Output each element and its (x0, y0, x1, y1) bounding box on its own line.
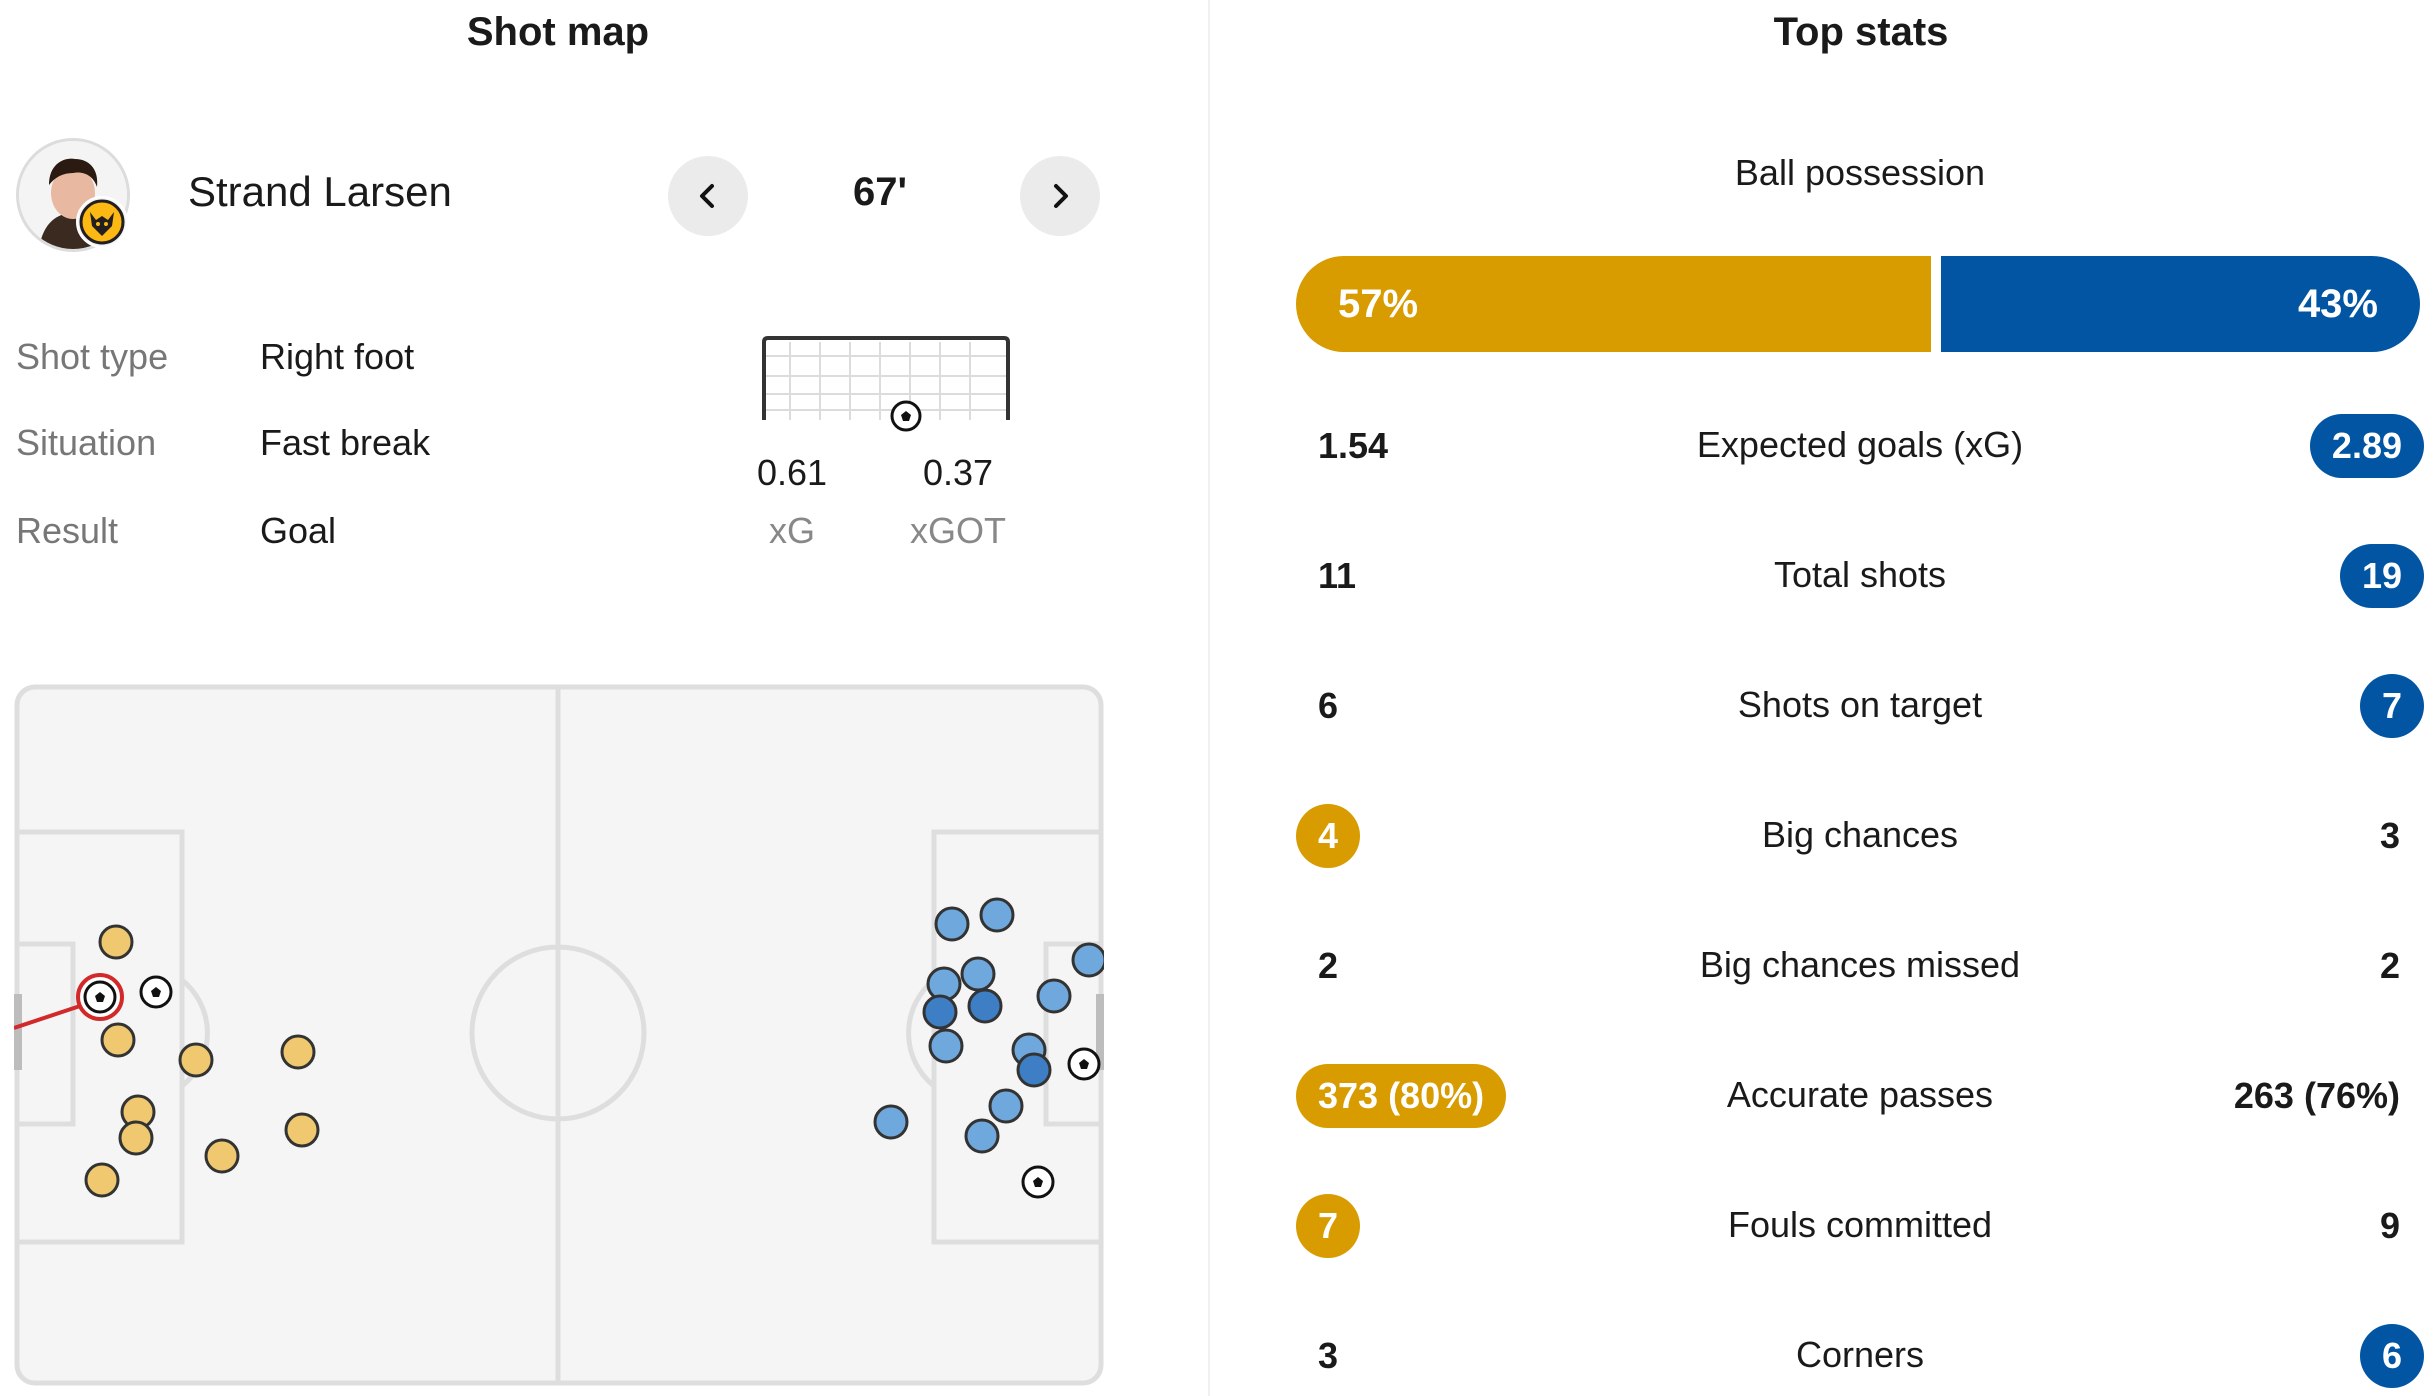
stat-label: Big chances missed (1699, 944, 2021, 985)
stat-label: Accurate passes (1726, 1074, 1994, 1115)
shot-marker (98, 924, 134, 960)
panel-divider (1208, 0, 1210, 1396)
possession-label: Ball possession (1734, 152, 1986, 193)
shot-marker (967, 988, 1003, 1024)
result-value: Goal (260, 510, 337, 551)
previous-shot-button[interactable] (668, 156, 748, 236)
shot-map-pitch[interactable] (14, 684, 1104, 1386)
stat-away-value: 9 (2379, 1205, 2400, 1246)
xg-label: xG (768, 510, 815, 551)
shot-marker (1071, 942, 1104, 978)
shot-marker (1016, 1052, 1052, 1088)
goal-ball-icon (139, 975, 173, 1009)
stat-home-value: 11 (1318, 555, 1357, 596)
xg-value: 0.61 (756, 452, 828, 493)
stat-label: Fouls committed (1727, 1204, 1993, 1245)
goal-ball-icon (1067, 1047, 1101, 1081)
xgot-label: xGOT (910, 510, 1006, 551)
shot-marker (934, 906, 970, 942)
stat-away-value: 2 (2379, 945, 2400, 986)
xgot-value: 0.37 (922, 452, 994, 493)
shot-marker (178, 1042, 214, 1078)
shot-marker (873, 1104, 909, 1140)
shot-marker (922, 994, 958, 1030)
chevron-right-icon (1054, 184, 1068, 208)
ball-icon (890, 400, 922, 432)
shot-marker (979, 897, 1015, 933)
top-stats-title: Top stats (1773, 10, 1949, 54)
stat-home-value: 373 (80%) (1296, 1064, 1507, 1128)
possession-away-bar: 43% (1941, 256, 2420, 352)
possession-away-value: 43% (2297, 281, 2378, 326)
shot-type-label: Shot type (16, 336, 169, 377)
shot-marker (280, 1034, 316, 1070)
goal-frame-diagram (762, 336, 1010, 432)
stat-away-value: 7 (2359, 674, 2424, 738)
possession-home-value: 57% (1338, 281, 1419, 326)
shot-marker (284, 1112, 320, 1148)
shot-marker (1036, 978, 1072, 1014)
stat-away-value: 3 (2379, 815, 2400, 856)
goal-ball-icon (1021, 1165, 1055, 1199)
stat-away-value: 263 (76%) (2233, 1075, 2400, 1116)
shot-marker (960, 956, 996, 992)
stat-away-value: 6 (2359, 1324, 2424, 1388)
shot-map-title: Shot map (466, 10, 650, 54)
stat-home-value: 3 (1318, 1335, 1339, 1376)
shot-marker (84, 1162, 120, 1198)
stat-label: Corners (1795, 1334, 1925, 1375)
stat-home-value: 7 (1296, 1194, 1361, 1258)
next-shot-button[interactable] (1020, 156, 1100, 236)
shot-marker (988, 1088, 1024, 1124)
goal-ball-icon (76, 973, 124, 1021)
shot-marker (204, 1138, 240, 1174)
player-name[interactable]: Strand Larsen (188, 168, 452, 215)
stat-home-value: 1.54 (1318, 425, 1389, 466)
shot-type-value: Right foot (260, 336, 415, 377)
shot-marker (118, 1120, 154, 1156)
possession-home-bar: 57% (1296, 256, 1931, 352)
stat-label: Total shots (1773, 554, 1947, 595)
player-photo-icon (19, 141, 127, 249)
stat-home-value: 6 (1318, 685, 1339, 726)
shot-marker (928, 1028, 964, 1064)
chevron-left-icon (700, 184, 714, 208)
shot-marker (964, 1118, 1000, 1154)
result-label: Result (16, 510, 119, 551)
stat-label: Expected goals (xG) (1696, 424, 2024, 465)
situation-value: Fast break (260, 422, 431, 463)
stat-label: Big chances (1761, 814, 1959, 855)
team-crest-icon (76, 196, 128, 248)
stat-home-value: 4 (1296, 804, 1361, 868)
stat-away-value: 19 (2339, 544, 2424, 608)
shot-minute: 67' (852, 170, 907, 214)
stat-away-value: 2.89 (2309, 414, 2424, 478)
stat-label: Shots on target (1737, 684, 1983, 725)
stat-home-value: 2 (1318, 945, 1339, 986)
situation-label: Situation (16, 422, 157, 463)
shot-marker (100, 1022, 136, 1058)
player-avatar[interactable] (16, 138, 130, 252)
